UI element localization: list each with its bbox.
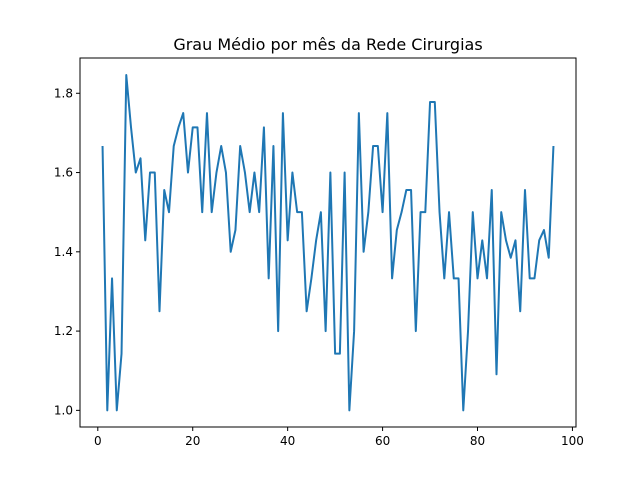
x-tick-label: 40 bbox=[280, 434, 295, 448]
chart-title: Grau Médio por mês da Rede Cirurgias bbox=[173, 35, 482, 54]
y-tick-label: 1.0 bbox=[54, 403, 73, 417]
x-tick-label: 0 bbox=[94, 434, 102, 448]
axis-ticks: 0 20 40 60 80 100 1.0 1.2 1.4 1.6 1.8 bbox=[54, 86, 584, 448]
x-tick-label: 20 bbox=[185, 434, 200, 448]
y-tick-label: 1.8 bbox=[54, 86, 73, 100]
y-tick-label: 1.4 bbox=[54, 245, 73, 259]
series-line bbox=[101, 74, 555, 412]
plot-frame bbox=[79, 57, 577, 428]
y-tick-label: 1.2 bbox=[54, 324, 73, 338]
x-tick-label: 100 bbox=[561, 434, 584, 448]
series-layer bbox=[101, 74, 555, 412]
x-tick-label: 80 bbox=[470, 434, 485, 448]
y-tick-label: 1.6 bbox=[54, 166, 73, 180]
x-tick-label: 60 bbox=[375, 434, 390, 448]
